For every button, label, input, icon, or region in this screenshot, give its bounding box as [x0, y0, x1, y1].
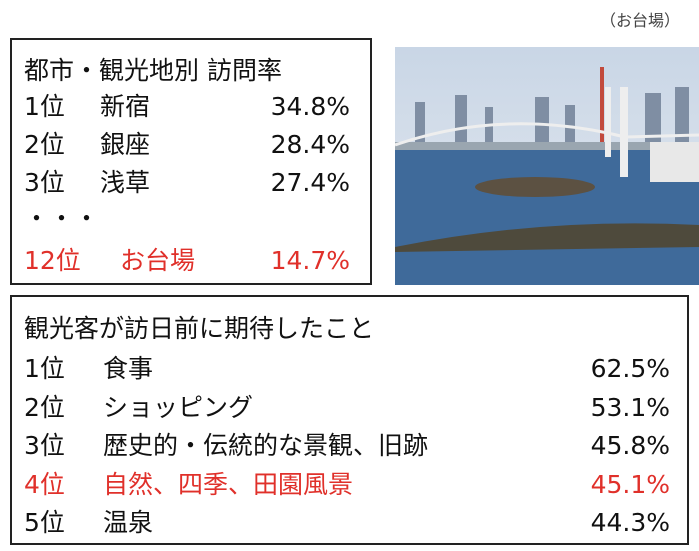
visit-box: [10, 38, 372, 285]
rate: 34.8%: [270, 92, 350, 121]
rate: 44.3%: [590, 508, 670, 537]
expectation-title: 観光客が訪日前に期待したこと: [24, 314, 375, 343]
rank: 2位: [24, 392, 65, 422]
rank: 5位: [24, 508, 65, 537]
rank: 3位: [24, 168, 65, 197]
place: お台場: [120, 246, 196, 275]
place: 浅草: [100, 168, 151, 197]
item: 歴史的・伝統的な景観、旧跡: [103, 431, 429, 460]
photo: [395, 47, 699, 285]
rank: 12位: [24, 246, 81, 275]
caption: （お台場）: [600, 11, 681, 30]
expectation-box: [10, 295, 689, 545]
rate: 27.4%: [270, 168, 350, 197]
rank: 1位: [24, 354, 65, 383]
rate: 53.1%: [590, 392, 670, 422]
rank: 4位: [24, 469, 65, 499]
ellipsis: ・・・: [24, 204, 100, 233]
place: 銀座: [100, 130, 151, 159]
rate: 45.8%: [590, 431, 670, 460]
rank: 1位: [24, 92, 65, 121]
rate: 45.1%: [590, 469, 670, 499]
rate: 28.4%: [270, 130, 350, 159]
rate: 14.7%: [270, 246, 350, 275]
rate: 62.5%: [590, 354, 670, 383]
item: 温泉: [103, 508, 154, 537]
visit-title: 都市・観光地別 訪問率: [24, 56, 282, 85]
item: 食事: [103, 354, 154, 383]
item: 自然、四季、田園風景: [103, 469, 354, 499]
place: 新宿: [100, 92, 151, 121]
rank: 3位: [24, 431, 65, 460]
item: ショッピング: [103, 392, 254, 422]
rank: 2位: [24, 130, 65, 159]
